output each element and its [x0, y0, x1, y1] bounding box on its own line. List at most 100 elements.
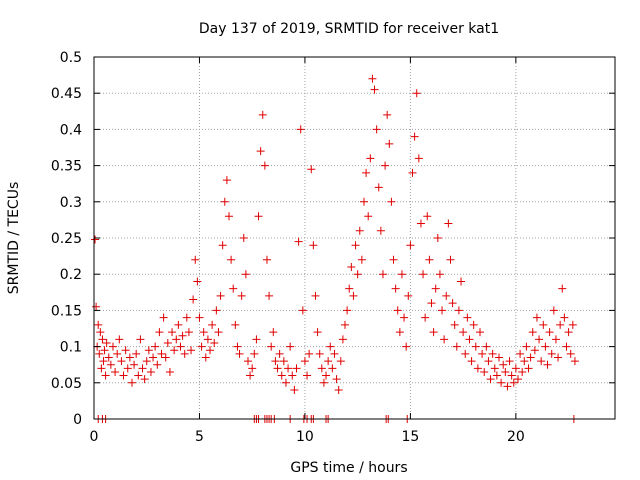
data-point [473, 364, 482, 373]
data-point [127, 378, 136, 387]
data-point [216, 291, 225, 300]
data-point [98, 335, 107, 344]
data-point [330, 349, 339, 358]
data-point [423, 212, 432, 221]
data-point [480, 367, 489, 376]
data-point [402, 342, 411, 351]
data-point [425, 255, 434, 264]
data-point [492, 371, 501, 380]
data-point [528, 328, 537, 337]
data-point [476, 328, 485, 337]
data-point [484, 357, 493, 366]
data-point [560, 313, 569, 322]
data-point [486, 375, 495, 384]
y-tick-label: 0.45 [51, 86, 82, 102]
data-point [524, 364, 533, 373]
data-point [206, 346, 215, 355]
data-point [326, 342, 335, 351]
data-point [370, 85, 379, 94]
data-point [545, 328, 554, 337]
data-point [539, 320, 548, 329]
data-point [400, 313, 409, 322]
data-point [187, 346, 196, 355]
y-tick-label: 0.2 [60, 267, 82, 283]
data-point [286, 342, 295, 351]
data-point [172, 335, 181, 344]
data-point [256, 147, 265, 156]
data-point [229, 284, 238, 293]
data-point [267, 342, 276, 351]
y-tick-label: 0.3 [60, 195, 82, 211]
data-point [383, 110, 392, 119]
data-point [178, 331, 187, 340]
data-point [427, 299, 436, 308]
data-point [271, 357, 280, 366]
data-point [419, 270, 428, 279]
data-point [389, 255, 398, 264]
data-point [307, 165, 316, 174]
data-point [501, 367, 510, 376]
data-point [547, 349, 556, 358]
data-point [119, 371, 128, 380]
data-point [281, 378, 290, 387]
data-point [374, 183, 383, 192]
data-point [457, 277, 466, 286]
data-point [429, 328, 438, 337]
data-point [210, 338, 219, 347]
data-point [108, 342, 117, 351]
data-point [201, 353, 210, 362]
data-point [296, 125, 305, 134]
data-point [214, 328, 223, 337]
data-point [412, 89, 421, 98]
data-point [197, 342, 206, 351]
data-point [497, 378, 506, 387]
data-point [558, 284, 567, 293]
data-point [359, 197, 368, 206]
data-point [324, 357, 333, 366]
data-point [95, 349, 104, 358]
y-tick-label: 0.4 [60, 122, 82, 138]
data-point [463, 313, 472, 322]
data-point [564, 328, 573, 337]
x-axis: 0 5 10 15 20 [90, 57, 525, 445]
data-point [518, 367, 527, 376]
data-point [568, 320, 577, 329]
data-point [161, 353, 170, 362]
data-point [345, 284, 354, 293]
data-point [435, 270, 444, 279]
data-point [505, 357, 514, 366]
data-point [212, 306, 221, 315]
data-point [117, 357, 126, 366]
data-point [136, 335, 145, 344]
data-point [252, 335, 261, 344]
data-point [305, 349, 314, 358]
data-point [189, 295, 198, 304]
data-point [391, 284, 400, 293]
data-point [522, 342, 531, 351]
data-point [315, 349, 324, 358]
data-point [94, 320, 103, 329]
data-point [336, 357, 345, 366]
y-tick-label: 0.35 [51, 159, 82, 175]
data-point [168, 328, 177, 337]
y-tick-label: 0 [73, 412, 82, 428]
data-point [104, 353, 113, 362]
data-point [366, 154, 375, 163]
data-point [250, 349, 259, 358]
data-point [566, 349, 575, 358]
data-point [265, 291, 274, 300]
data-point [303, 371, 312, 380]
data-point [218, 241, 227, 250]
data-point [220, 197, 229, 206]
data-point [284, 364, 293, 373]
data-point [121, 346, 130, 355]
data-point [138, 364, 147, 373]
data-point [408, 168, 417, 177]
data-point [541, 342, 550, 351]
data-point [385, 139, 394, 148]
data-point [123, 364, 132, 373]
data-point [351, 241, 360, 250]
data-point [258, 110, 267, 119]
data-point [467, 357, 476, 366]
